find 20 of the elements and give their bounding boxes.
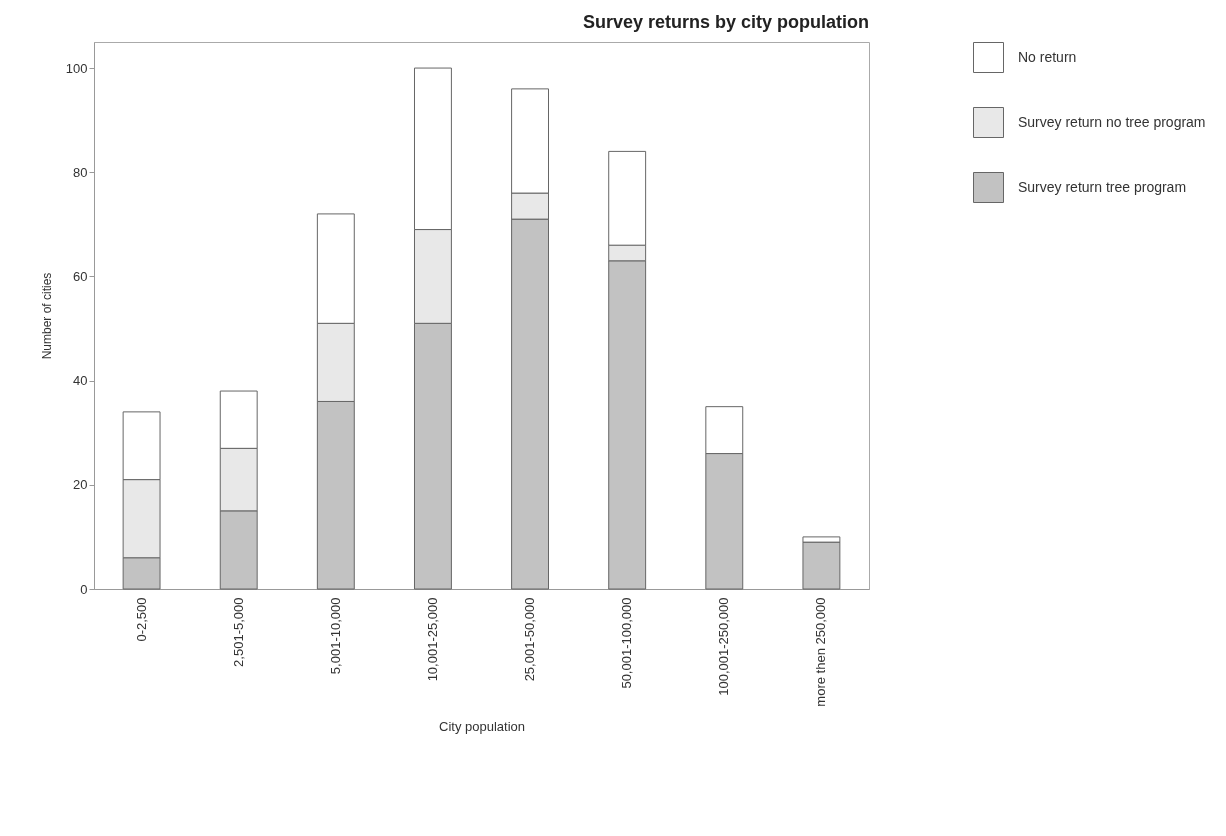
legend-label: Survey return tree program	[1018, 178, 1187, 195]
x-tick-label: 50,001-100,000	[619, 597, 635, 689]
x-tick-label: 2,501-5,000	[230, 597, 246, 667]
y-tick-label: 40	[73, 373, 88, 389]
legend-label: Survey return no tree program	[1018, 113, 1206, 130]
legend-label: No return	[1018, 48, 1077, 65]
x-tick-label: 0-2,500	[133, 597, 149, 642]
chart-title: Survey returns by city population	[582, 12, 869, 32]
y-tick-label: 0	[80, 581, 88, 597]
x-tick-label: 100,001-250,000	[716, 597, 732, 696]
x-tick-label: 25,001-50,000	[522, 597, 538, 682]
y-tick-label: 20	[73, 477, 88, 493]
x-tick-label: 5,001-10,000	[327, 597, 343, 675]
y-tick-label: 100	[65, 60, 88, 76]
x-tick-label: 10,001-25,000	[424, 597, 440, 682]
x-tick-label: more then 250,000	[813, 597, 829, 707]
y-axis-title: Number of cities	[39, 272, 54, 360]
y-tick-label: 60	[73, 268, 88, 284]
x-axis-title: City population	[439, 718, 525, 734]
y-tick-label: 80	[73, 164, 88, 180]
